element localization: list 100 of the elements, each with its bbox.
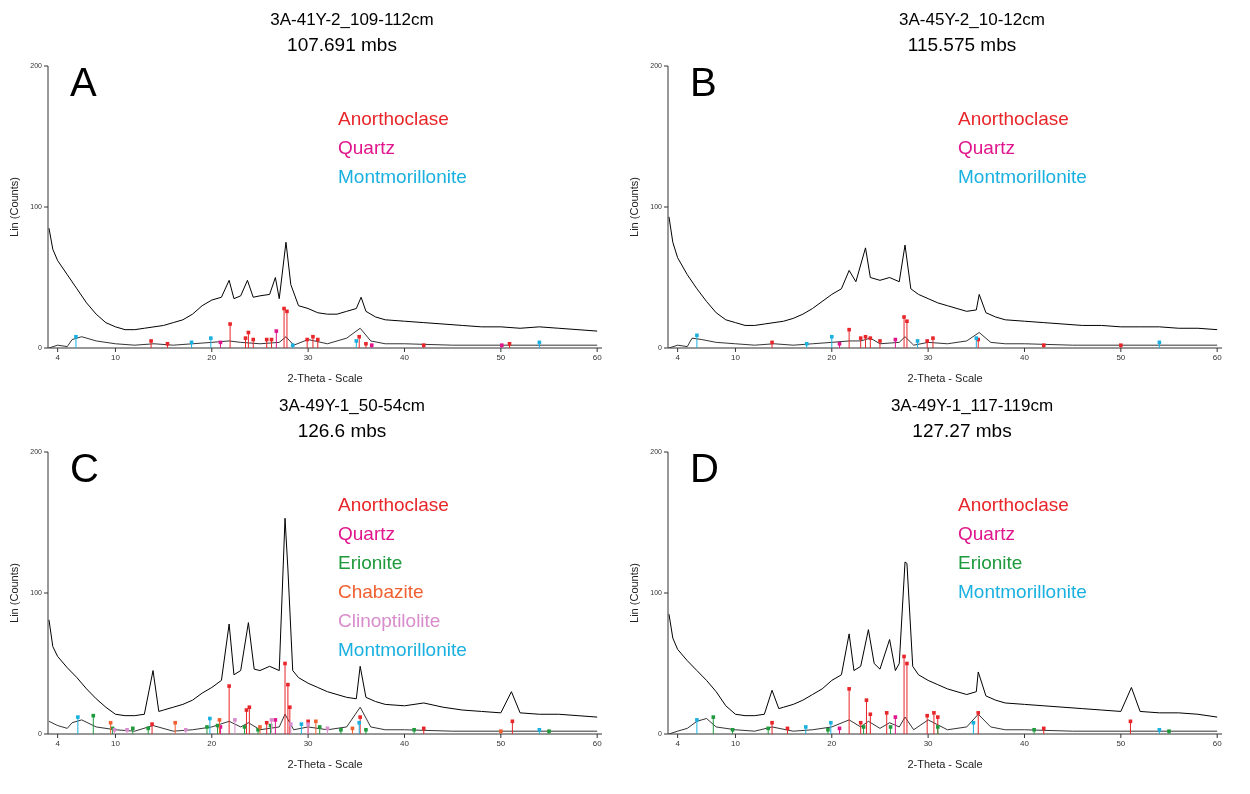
- point: [935, 715, 940, 719]
- x-tick-label: 40: [1020, 352, 1030, 362]
- x-tick-label: 60: [1212, 738, 1223, 748]
- point: [861, 725, 866, 729]
- point: [173, 720, 177, 725]
- point: [242, 725, 247, 729]
- point: [878, 339, 882, 343]
- point: [695, 718, 699, 722]
- text: Quartz: [958, 522, 1017, 546]
- point: [976, 711, 981, 715]
- point: [858, 336, 863, 340]
- x-tick-label: 4: [55, 352, 61, 362]
- point: [847, 327, 851, 332]
- x-tick-label: 40: [400, 352, 410, 362]
- line-series: [668, 332, 1218, 348]
- point: [888, 725, 893, 729]
- chart-title: 3A-49Y-1_50-54cm: [278, 395, 426, 417]
- point: [282, 306, 286, 311]
- text: Erionite: [338, 551, 404, 575]
- point: [711, 715, 716, 719]
- point: [283, 661, 287, 666]
- point: [285, 309, 289, 314]
- x-tick-label: 30: [923, 352, 934, 362]
- x-tick-label: 20: [207, 738, 217, 748]
- point: [205, 725, 209, 729]
- line-series: [668, 713, 1218, 734]
- annotation: B: [690, 60, 717, 104]
- point: [244, 708, 249, 712]
- y-axis-title: Lin (Counts): [627, 177, 640, 237]
- text: Montmorillonite: [338, 165, 467, 189]
- x-tick-label: 20: [827, 352, 837, 362]
- point: [91, 713, 96, 718]
- x-tick-label: 10: [730, 738, 741, 748]
- point: [858, 720, 863, 725]
- point: [150, 722, 154, 726]
- x-axis-title: 2-Theta - Scale: [907, 372, 983, 384]
- x-tick-label: 50: [1116, 352, 1126, 362]
- point: [149, 339, 153, 343]
- line-series: [668, 216, 1218, 331]
- chart-subtitle: 115.575 mbs: [906, 33, 1018, 57]
- point: [915, 339, 920, 343]
- point: [863, 334, 868, 339]
- point: [108, 720, 113, 725]
- point: [905, 661, 909, 666]
- text: Clinoptilolite: [338, 609, 442, 633]
- point: [299, 722, 304, 726]
- point: [902, 654, 906, 659]
- point: [695, 333, 699, 338]
- x-tick-label: 60: [1212, 352, 1223, 362]
- x-tick-label: 10: [110, 738, 121, 748]
- text: Anorthoclase: [958, 493, 1070, 517]
- point: [971, 720, 976, 725]
- x-tick-label: 50: [496, 352, 506, 362]
- annotation: C: [70, 446, 99, 490]
- point: [893, 715, 898, 719]
- point: [864, 698, 869, 702]
- point: [803, 725, 808, 729]
- point: [233, 718, 237, 722]
- point: [358, 715, 362, 719]
- point: [274, 329, 279, 333]
- y-axis-title: Lin (Counts): [7, 563, 20, 623]
- point: [932, 711, 936, 715]
- annotation: A: [70, 60, 97, 104]
- point: [243, 336, 248, 340]
- point: [884, 711, 889, 715]
- point: [289, 722, 293, 726]
- point: [269, 718, 274, 722]
- x-tick-label: 60: [592, 738, 603, 748]
- x-tick-label: 30: [303, 738, 314, 748]
- chart-title: 3A-49Y-1_117-119cm: [889, 395, 1055, 417]
- point: [264, 720, 269, 725]
- point: [247, 705, 252, 710]
- point: [74, 334, 78, 339]
- point: [925, 339, 929, 343]
- text: Quartz: [958, 136, 1017, 160]
- x-tick-label: 50: [496, 738, 506, 748]
- x-tick-label: 20: [207, 352, 217, 362]
- point: [311, 334, 315, 339]
- point: [314, 719, 318, 724]
- y-axis-title: Lin (Counts): [627, 563, 640, 623]
- point: [317, 725, 322, 729]
- text: Anorthoclase: [338, 107, 450, 131]
- chart-title: 3A-41Y-2_109-112cm: [269, 9, 435, 31]
- point: [847, 687, 851, 691]
- point: [227, 684, 231, 688]
- point: [868, 336, 873, 340]
- x-tick-label: 10: [730, 352, 741, 362]
- text: Quartz: [338, 136, 397, 160]
- point: [315, 337, 320, 342]
- chart-subtitle: 126.6 mbs: [296, 419, 388, 443]
- point: [357, 720, 361, 725]
- x-tick-label: 10: [110, 352, 121, 362]
- point: [931, 336, 935, 340]
- text: Anorthoclase: [338, 493, 450, 517]
- x-tick-label: 30: [923, 738, 934, 748]
- point: [357, 334, 361, 339]
- x-tick-label: 40: [1020, 738, 1030, 748]
- text: Chabazite: [338, 580, 425, 604]
- point: [354, 339, 359, 343]
- point: [273, 718, 278, 722]
